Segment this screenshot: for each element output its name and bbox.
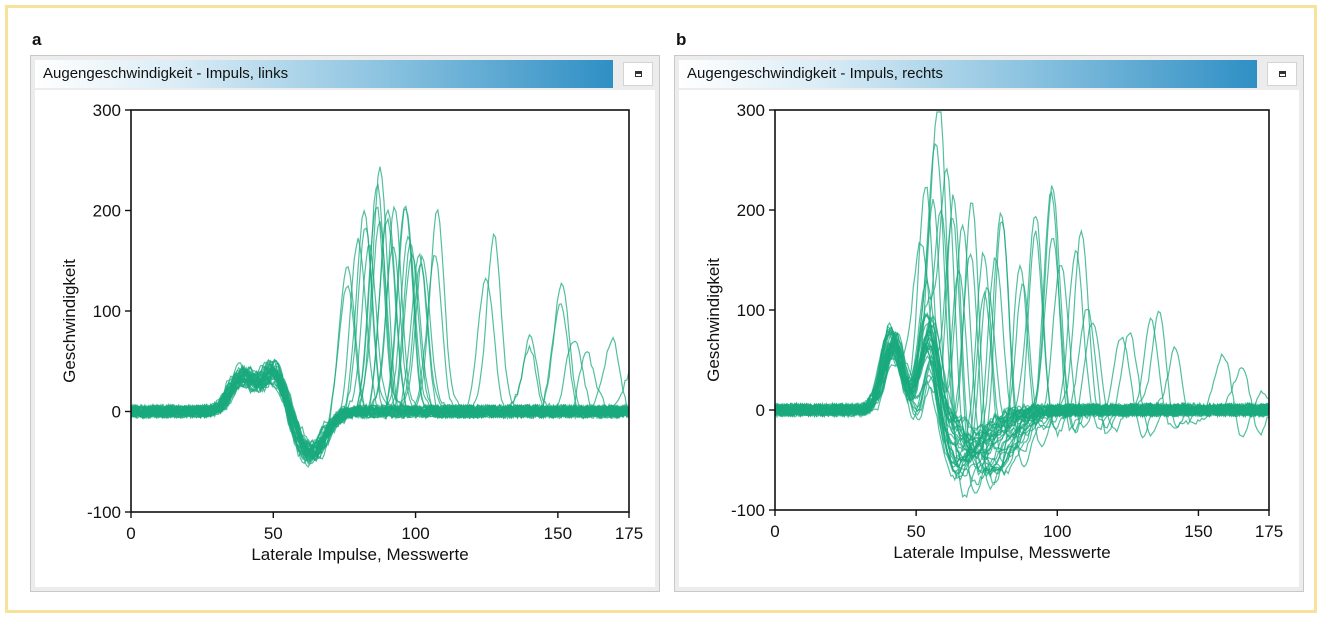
series-trace-24: [774, 111, 1270, 446]
x-tick-label: 0: [770, 522, 779, 541]
series-trace-8: [130, 234, 630, 454]
y-tick-label: 100: [737, 301, 765, 320]
y-tick-label: 100: [93, 302, 121, 321]
x-tick-label: 50: [264, 524, 283, 543]
y-tick-label: 300: [93, 101, 121, 120]
y-tick-label: 300: [737, 101, 765, 120]
y-tick-label: -100: [731, 501, 765, 520]
series-trace-15: [774, 316, 1270, 477]
plot-area-left: -100 0 100 200 300 0 50 100 150 175 Laterale Impul…: [35, 90, 655, 587]
chart-window-left: Augengeschwindigkeit - Impuls, links -10…: [30, 55, 660, 592]
series-trace-39: [130, 370, 630, 449]
x-tick-label: 150: [544, 524, 572, 543]
series-trace-4: [774, 218, 1270, 494]
series-trace-39: [774, 316, 1270, 477]
series-trace-28: [774, 202, 1270, 484]
chart-left: -100 0 100 200 300 0 50 100 150 175 Laterale Impul…: [60, 101, 643, 564]
x-axis-label: Laterale Impulse, Messwerte: [251, 545, 468, 564]
series-trace-33: [774, 230, 1270, 468]
series-trace-2: [130, 244, 630, 456]
series-trace-30: [774, 286, 1270, 468]
series-trace-34: [774, 185, 1270, 476]
series-trace-11: [774, 215, 1270, 482]
maximize-icon: [1279, 71, 1286, 77]
y-tick-label: 200: [737, 201, 765, 220]
x-tick-label: 100: [401, 524, 429, 543]
panel-letter-a: a: [32, 30, 42, 49]
chart-window-right: Augengeschwindigkeit - Impuls, rechts -1…: [674, 55, 1304, 592]
y-axis-label: Geschwindigkeit: [60, 259, 79, 383]
series-trace-21: [130, 227, 630, 458]
window-title-left[interactable]: Augengeschwindigkeit - Impuls, links: [35, 60, 613, 88]
panel-letter-b: b: [676, 30, 687, 49]
series-trace-31: [774, 220, 1270, 468]
maximize-icon: [635, 71, 642, 77]
x-tick-label: 175: [615, 524, 643, 543]
series-trace-12: [130, 277, 630, 455]
series-trace-27: [130, 240, 630, 458]
maximize-button-left[interactable]: [623, 62, 653, 86]
series-trace-9: [774, 211, 1270, 469]
y-tick-label: -100: [87, 503, 121, 522]
chart-right: -100 0 100 200 300 0 50 100 150 175 Laterale Impul…: [704, 101, 1283, 562]
series-trace-1: [130, 237, 630, 465]
series-trace-17: [774, 310, 1270, 468]
window-title-right[interactable]: Augengeschwindigkeit - Impuls, rechts: [679, 60, 1257, 88]
x-tick-label: 0: [126, 524, 135, 543]
series-trace-37: [774, 308, 1270, 440]
plot-frame: [130, 109, 630, 513]
series-trace-5: [130, 217, 630, 466]
x-tick-label: 150: [1184, 522, 1212, 541]
plot-area-right: -100 0 100 200 300 0 50 100 150 175 Laterale Impul…: [679, 90, 1299, 587]
series-trace-31: [130, 232, 630, 462]
traces: [774, 111, 1270, 499]
y-tick-label: 0: [112, 403, 121, 422]
traces: [130, 166, 630, 468]
x-axis-label: Laterale Impulse, Messwerte: [893, 543, 1110, 562]
series-trace-25: [774, 208, 1270, 499]
y-tick-label: 0: [756, 401, 765, 420]
series-trace-1: [774, 198, 1270, 473]
y-tick-label: 200: [93, 202, 121, 221]
x-tick-label: 50: [907, 522, 926, 541]
y-axis-label: Geschwindigkeit: [704, 258, 723, 382]
x-tick-label: 175: [1255, 522, 1283, 541]
series-trace-24: [130, 208, 630, 468]
maximize-button-right[interactable]: [1267, 62, 1297, 86]
x-tick-label: 100: [1043, 522, 1071, 541]
